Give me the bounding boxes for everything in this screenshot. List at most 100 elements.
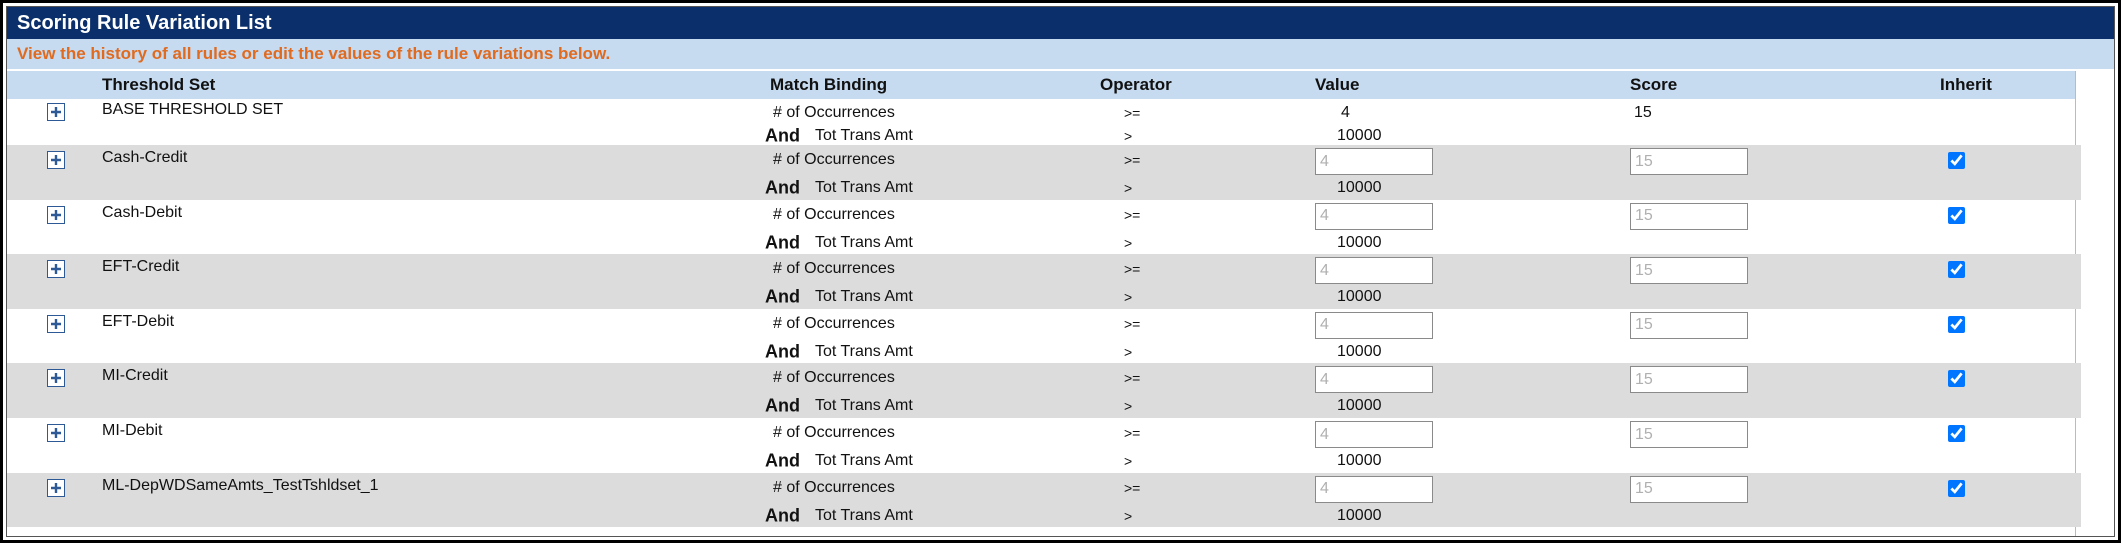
value-input[interactable] (1315, 257, 1433, 285)
operator: >= (1124, 105, 1141, 121)
value-text: 10000 (1337, 288, 1382, 306)
table-row (7, 99, 2081, 145)
value-text: 4 (1341, 104, 1350, 121)
match-binding: Tot Trans Amt (815, 233, 913, 251)
table-row (7, 145, 2081, 200)
operator: > (1124, 180, 1133, 196)
value-input[interactable] (1315, 202, 1433, 230)
conjunction: And (765, 450, 800, 471)
expand-button[interactable] (47, 314, 65, 333)
operator: > (1124, 507, 1133, 524)
expand-button[interactable] (47, 424, 65, 442)
table-row (7, 363, 2081, 418)
plus-icon (47, 314, 65, 333)
value-input[interactable] (1315, 421, 1433, 448)
score-input[interactable] (1630, 257, 1748, 285)
match-binding: # of Occurrences (773, 424, 895, 441)
match-binding: Tot Trans Amt (815, 452, 913, 469)
value-input[interactable] (1315, 366, 1433, 394)
inherit-checkbox[interactable] (1948, 261, 1965, 279)
conjunction: And (765, 286, 800, 307)
operator: > (1124, 453, 1133, 469)
expand-button[interactable] (47, 260, 65, 279)
operator: >= (1124, 261, 1141, 278)
column-header: Match Binding (770, 75, 888, 94)
operator: >= (1124, 370, 1141, 387)
expand-button[interactable] (47, 369, 65, 388)
conjunction: And (765, 395, 800, 416)
table-row (7, 418, 2081, 473)
value-text: 10000 (1337, 506, 1382, 524)
plus-icon (47, 103, 65, 121)
threshold-set-name: BASE THRESHOLD SET (102, 101, 284, 118)
operator: >= (1124, 425, 1141, 441)
score-input[interactable] (1630, 475, 1748, 503)
score-input[interactable] (1630, 421, 1748, 448)
conjunction: And (765, 177, 800, 198)
inherit-checkbox[interactable] (1948, 315, 1965, 333)
inherit-checkbox[interactable] (1948, 152, 1965, 169)
value-text: 10000 (1337, 397, 1382, 415)
match-binding: # of Occurrences (773, 260, 895, 278)
threshold-set-name: Cash-Credit (102, 149, 188, 166)
plus-icon (47, 151, 65, 169)
conjunction: And (765, 341, 800, 362)
expand-button[interactable] (47, 205, 65, 224)
table-header (7, 71, 2081, 99)
column-header: Inherit (1940, 75, 1992, 94)
operator: > (1124, 289, 1133, 306)
table-row (7, 309, 2081, 364)
operator: >= (1124, 152, 1141, 168)
value-text: 10000 (1337, 179, 1382, 196)
panel-title: Scoring Rule Variation List (7, 7, 2114, 39)
value-text: 10000 (1337, 127, 1382, 144)
operator: >= (1124, 479, 1141, 496)
match-binding: # of Occurrences (773, 314, 895, 332)
operator: > (1124, 343, 1133, 360)
score-input[interactable] (1630, 202, 1748, 230)
operator: > (1124, 398, 1133, 415)
threshold-set-name: EFT-Credit (102, 258, 180, 276)
expand-button[interactable] (47, 103, 65, 121)
operator: > (1124, 234, 1133, 251)
operator: >= (1124, 315, 1141, 332)
match-binding: # of Occurrences (773, 104, 895, 121)
inherit-checkbox[interactable] (1948, 206, 1965, 224)
plus-icon (47, 424, 65, 442)
score-input[interactable] (1630, 366, 1748, 394)
conjunction: And (765, 232, 800, 253)
threshold-set-name: EFT-Debit (102, 312, 175, 330)
table-row (7, 254, 2081, 309)
panel-subtitle: View the history of all rules or edit th… (7, 39, 2114, 71)
value-input[interactable] (1315, 311, 1433, 339)
value-text: 10000 (1337, 342, 1382, 360)
operator: >= (1124, 206, 1141, 223)
match-binding: Tot Trans Amt (815, 127, 913, 144)
value-input[interactable] (1315, 475, 1433, 503)
match-binding: # of Occurrences (773, 478, 895, 496)
expand-button[interactable] (47, 478, 65, 497)
plus-icon (47, 369, 65, 388)
inherit-checkbox[interactable] (1948, 370, 1965, 388)
score-input[interactable] (1630, 148, 1748, 175)
match-binding: Tot Trans Amt (815, 288, 913, 306)
match-binding: Tot Trans Amt (815, 397, 913, 415)
operator: > (1124, 128, 1133, 144)
value-text: 10000 (1337, 233, 1382, 251)
column-header: Operator (1100, 75, 1172, 94)
threshold-set-name: ML-DepWDSameAmts_TestTshldset_1 (102, 476, 379, 494)
expand-button[interactable] (47, 151, 65, 169)
inherit-checkbox[interactable] (1948, 479, 1965, 497)
column-header: Threshold Set (102, 75, 216, 94)
threshold-set-name: MI-Credit (102, 367, 168, 385)
value-input[interactable] (1315, 148, 1433, 175)
score-input[interactable] (1630, 311, 1748, 339)
conjunction: And (765, 125, 800, 146)
match-binding: # of Occurrences (773, 151, 895, 168)
match-binding: Tot Trans Amt (815, 179, 913, 196)
inherit-checkbox[interactable] (1948, 425, 1965, 442)
plus-icon (47, 260, 65, 279)
panel: Scoring Rule Variation List View the his… (6, 6, 2115, 537)
threshold-set-name: MI-Debit (102, 422, 163, 439)
threshold-set-name: Cash-Debit (102, 203, 183, 221)
